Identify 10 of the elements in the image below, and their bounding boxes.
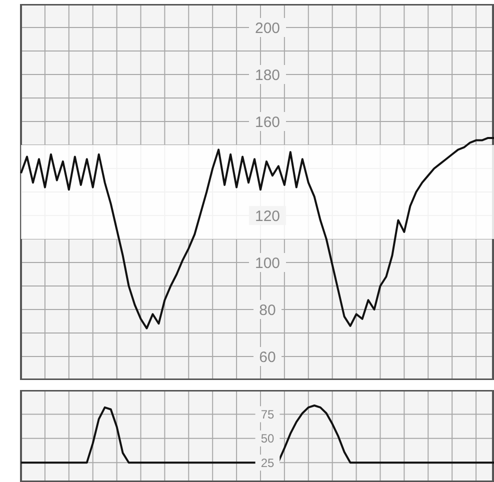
y-tick-label: 80 [259,302,276,319]
y-tick-label: 60 [259,348,276,366]
y-tick-label: 75 [260,407,274,422]
y-tick-label: 160 [254,114,280,131]
y-tick-label: 100 [254,254,280,272]
line-series [20,136,494,330]
y-tick-label: 180 [254,66,280,84]
y-tick-label: 50 [260,432,274,446]
y-tick-label: 120 [254,208,280,225]
y-tick-label: 200 [254,20,280,37]
